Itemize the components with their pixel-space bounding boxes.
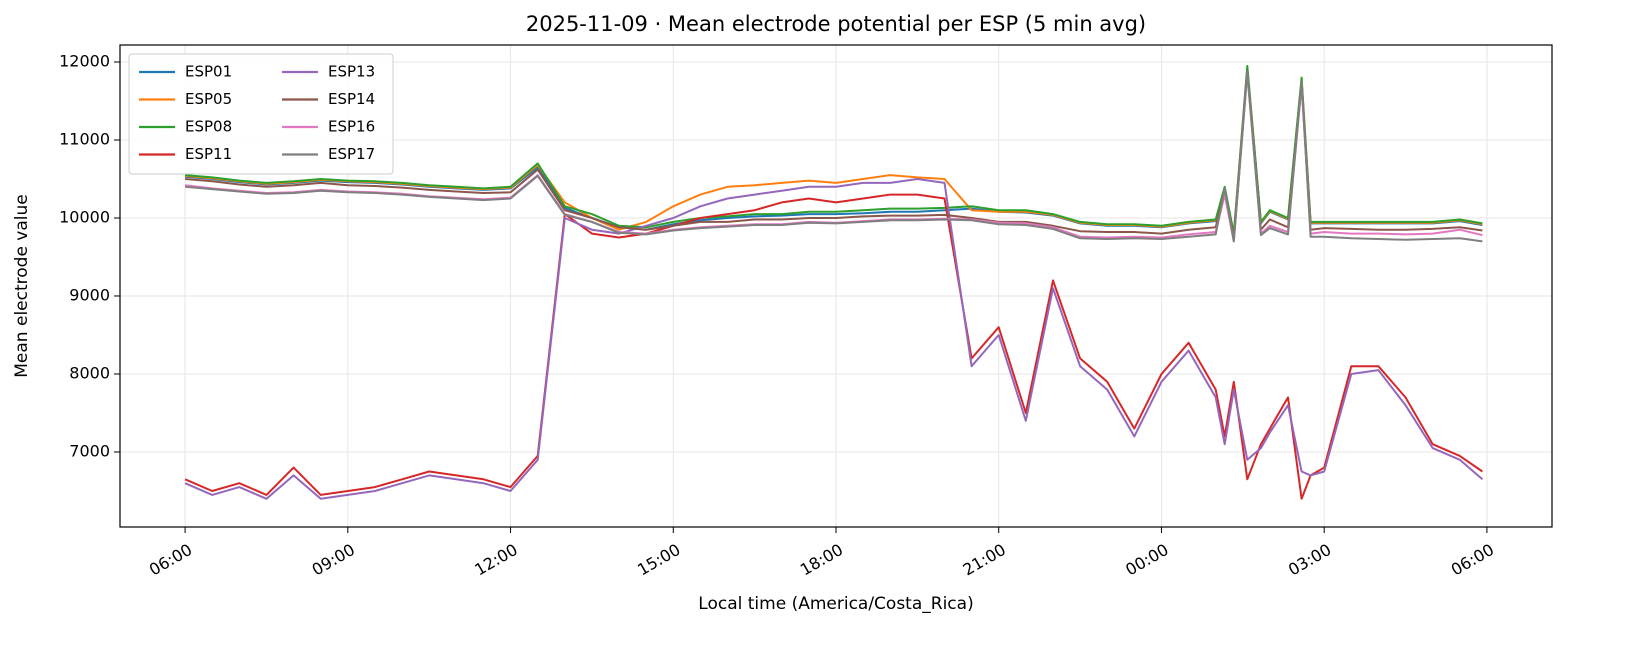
x-tick-label: 09:00 (309, 540, 358, 580)
legend-label: ESP13 (328, 63, 375, 81)
legend-label: ESP17 (328, 145, 375, 163)
x-axis-label: Local time (America/Costa_Rica) (698, 594, 973, 614)
series-line (184, 193, 1483, 500)
x-tick-label: 00:00 (1122, 540, 1171, 580)
x-tick-label: 21:00 (960, 540, 1009, 580)
y-tick-label: 10000 (59, 207, 110, 226)
legend-label: ESP05 (185, 90, 232, 108)
x-tick-label: 03:00 (1285, 540, 1334, 580)
plot-frame (119, 44, 1553, 528)
y-tick-label: 7000 (69, 441, 110, 460)
series-line (184, 178, 1484, 500)
y-tick-label: 9000 (69, 285, 110, 304)
legend-box (128, 53, 394, 175)
x-tick-label: 06:00 (146, 540, 195, 580)
x-tick-label: 12:00 (471, 540, 520, 580)
legend-label: ESP11 (185, 145, 232, 163)
y-tick-label: 8000 (69, 363, 110, 382)
legend-label: ESP14 (328, 90, 375, 108)
y-axis-label: Mean electrode value (12, 194, 32, 377)
legend-label: ESP16 (328, 118, 375, 136)
legend-label: ESP08 (185, 118, 232, 136)
legend-label: ESP01 (185, 63, 232, 81)
series-line (185, 70, 1483, 243)
x-tick-label: 15:00 (634, 540, 683, 580)
y-tick-label: 12000 (59, 52, 110, 71)
chart-title: 2025-11-09 · Mean electrode potential pe… (526, 12, 1146, 36)
y-tick-label: 11000 (59, 129, 110, 148)
x-tick-label: 06:00 (1448, 540, 1497, 580)
x-tick-label: 18:00 (797, 540, 846, 580)
